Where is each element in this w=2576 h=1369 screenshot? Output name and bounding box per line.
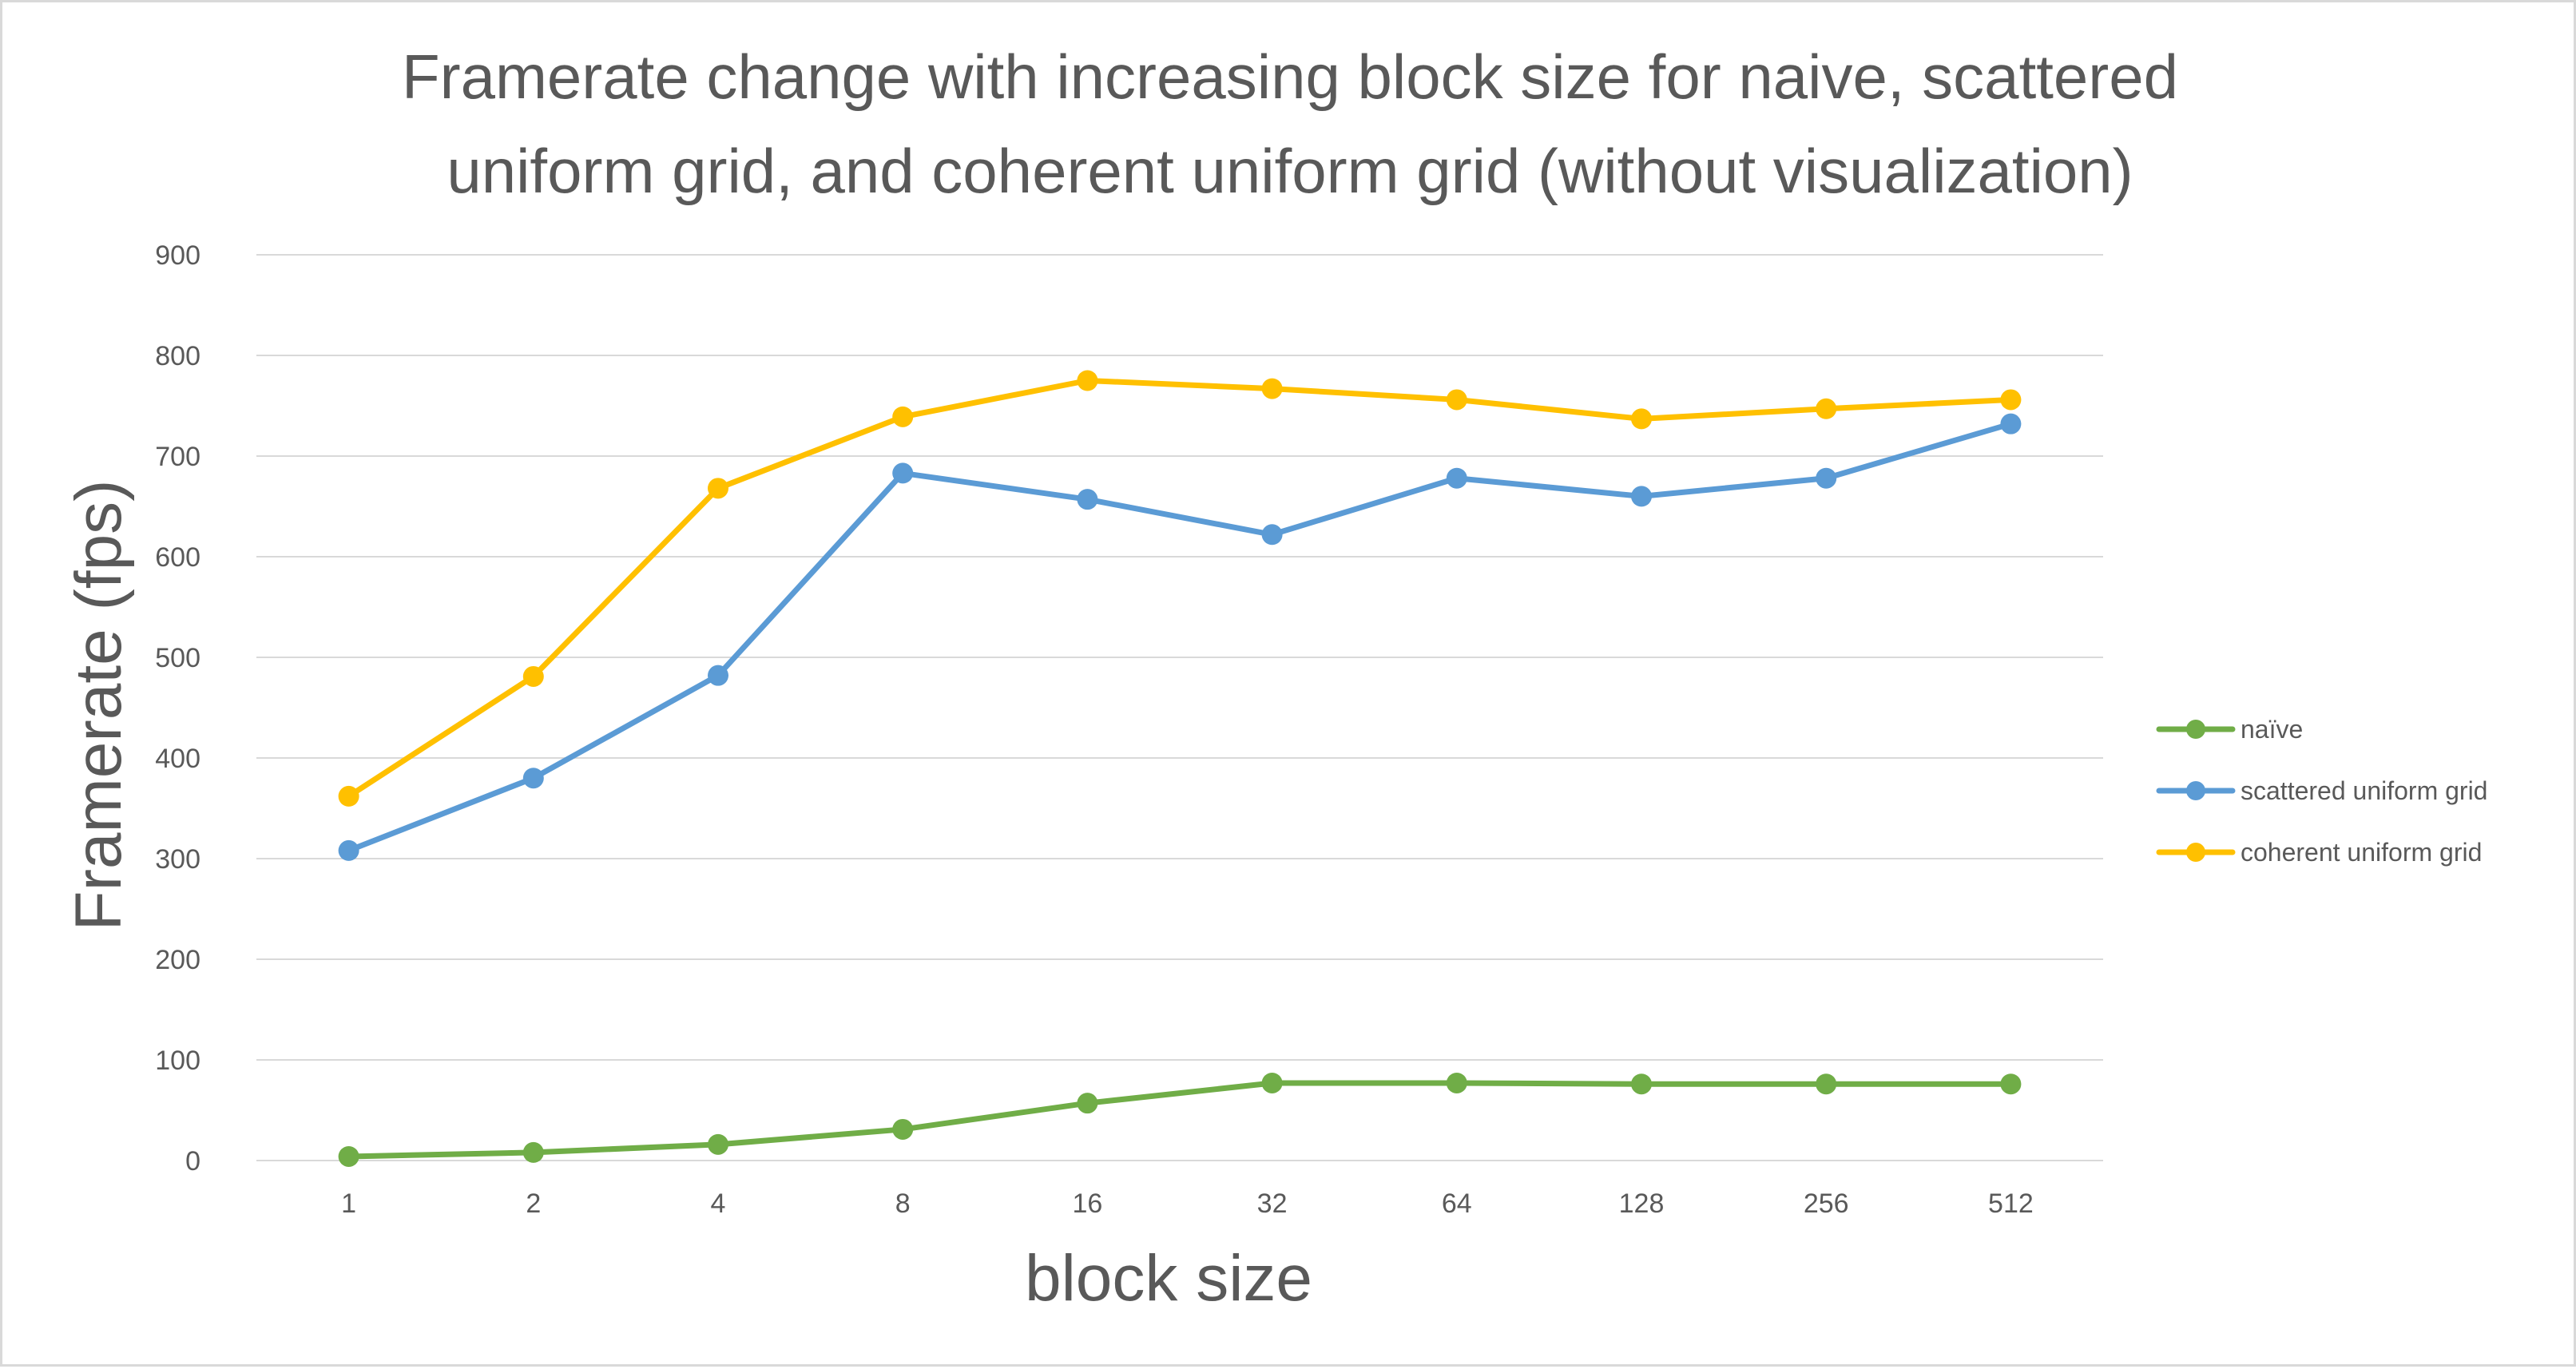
chart-title-line-1: Framerate change with increasing block s… [402, 42, 2178, 112]
y-tick-label: 500 [155, 643, 200, 673]
legend-label: scattered uniform grid [2241, 776, 2487, 805]
series-group [338, 370, 2022, 1167]
data-point [1446, 1072, 1467, 1093]
x-tick-label: 256 [1804, 1188, 1849, 1219]
data-point [1077, 370, 1098, 391]
x-tick-label: 32 [1257, 1188, 1288, 1219]
gridlines [256, 254, 2103, 1161]
data-point [1816, 1073, 1837, 1095]
legend-label: coherent uniform grid [2241, 838, 2482, 867]
data-point [522, 1141, 544, 1163]
x-axis-ticks: 1 2 4 8 16 32 64 128 256 512 [341, 1188, 2034, 1219]
series-3 [338, 370, 2022, 807]
series-line [346, 1080, 2014, 1160]
data-point [338, 839, 359, 861]
y-axis-ticks: 0 100 200 300 400 500 600 700 800 900 [155, 240, 200, 1177]
legend-item: coherent uniform grid [2156, 838, 2482, 867]
series-2 [338, 413, 2022, 861]
y-tick-label: 200 [155, 945, 200, 975]
x-tick-label: 64 [1442, 1188, 1472, 1219]
legend-item: naïve [2156, 715, 2303, 744]
series-line [346, 378, 2014, 800]
data-point [338, 785, 359, 807]
data-point [892, 406, 914, 427]
y-tick-label: 300 [155, 844, 200, 875]
data-point [708, 478, 728, 499]
legend-item: scattered uniform grid [2156, 776, 2487, 805]
x-tick-label: 2 [526, 1188, 541, 1219]
y-tick-label: 0 [185, 1146, 200, 1177]
data-point [2000, 413, 2022, 435]
series-line [346, 421, 2014, 854]
x-tick-label: 4 [711, 1188, 726, 1219]
data-point [1816, 467, 1837, 489]
data-point [522, 665, 544, 687]
data-point [1077, 489, 1098, 510]
data-point [1261, 524, 1283, 546]
data-point [1261, 378, 1283, 399]
data-point [1446, 389, 1467, 411]
data-point [708, 665, 728, 686]
legend-label: naïve [2241, 715, 2303, 744]
data-point [1631, 1073, 1652, 1095]
x-tick-label: 8 [895, 1188, 911, 1219]
y-tick-label: 700 [155, 442, 200, 472]
legend: naïve scattered uniform grid coherent unif… [2156, 715, 2487, 867]
data-point [1446, 467, 1467, 489]
series-1 [338, 1072, 2022, 1167]
data-point [708, 1133, 728, 1155]
legend-swatch-marker [2186, 843, 2205, 862]
data-point [338, 1145, 359, 1167]
data-point [1631, 486, 1652, 507]
chart-title: Framerate change with increasing block s… [402, 42, 2178, 206]
x-axis-title: block size [1025, 1242, 1312, 1315]
x-tick-label: 1 [341, 1188, 356, 1219]
chart-title-line-2: uniform grid, and coherent uniform grid … [447, 136, 2133, 206]
data-point [892, 462, 914, 484]
data-point [1077, 1093, 1098, 1114]
data-point [2000, 1073, 2022, 1095]
y-tick-label: 900 [155, 240, 200, 271]
y-axis-title: Framerate (fps) [62, 480, 135, 931]
y-tick-label: 800 [155, 341, 200, 371]
data-point [1631, 408, 1652, 430]
data-point [2000, 389, 2022, 411]
x-tick-label: 16 [1072, 1188, 1102, 1219]
x-tick-label: 512 [1988, 1188, 2034, 1219]
data-point [1816, 398, 1837, 419]
y-tick-label: 600 [155, 542, 200, 573]
data-point [522, 768, 544, 789]
legend-swatch-marker [2186, 781, 2205, 800]
data-point [892, 1118, 914, 1140]
y-tick-label: 400 [155, 744, 200, 774]
y-tick-label: 100 [155, 1046, 200, 1076]
x-tick-label: 128 [1619, 1188, 1665, 1219]
legend-swatch-marker [2186, 720, 2205, 739]
data-point [1261, 1072, 1283, 1093]
